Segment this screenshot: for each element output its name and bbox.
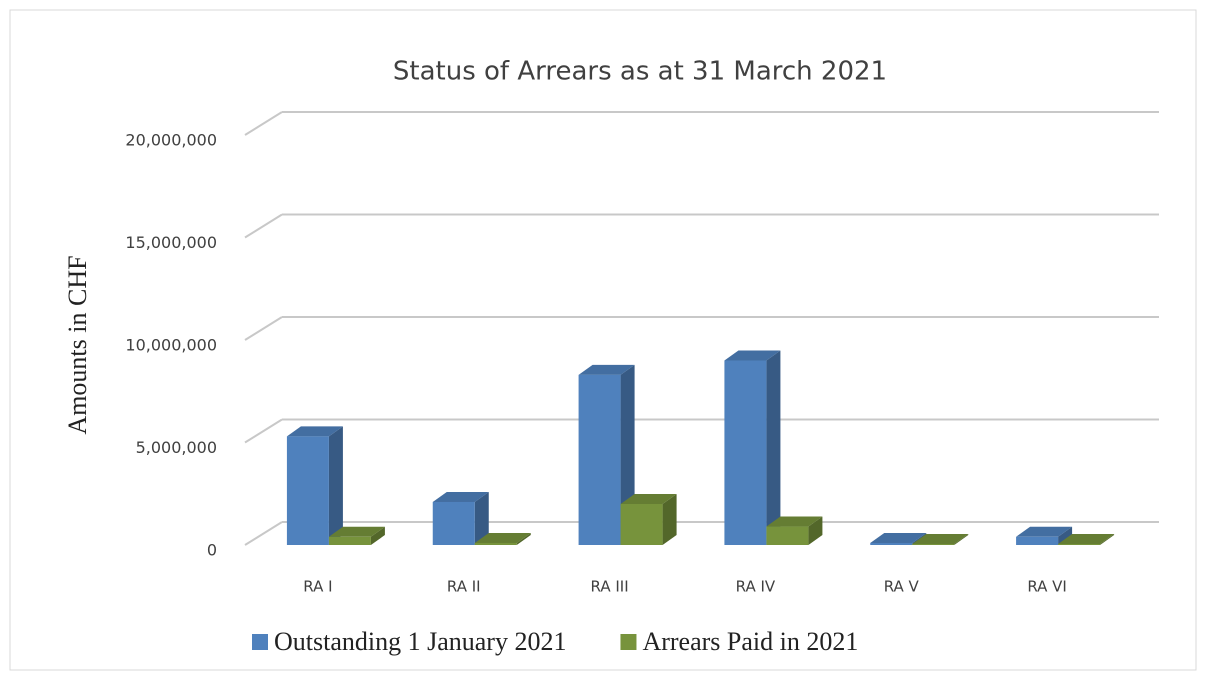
x-tick-label: RA III <box>591 578 629 596</box>
x-tick-label: RA IV <box>736 578 776 596</box>
bar-side <box>328 426 343 545</box>
y-tick-label: 0 <box>207 541 217 560</box>
bar-top <box>328 526 385 537</box>
bar <box>328 536 371 545</box>
bar-side <box>954 533 969 545</box>
bar-top <box>286 426 343 437</box>
bar-side <box>1058 526 1073 545</box>
bar <box>912 543 955 545</box>
x-tick-label: RA V <box>884 578 920 596</box>
bar-top <box>578 364 635 375</box>
bar-top <box>1016 526 1073 537</box>
grid-line-side <box>244 111 283 136</box>
bar <box>578 374 621 545</box>
bar-side <box>1100 533 1115 545</box>
bar-side <box>370 526 385 545</box>
y-tick-label: 5,000,000 <box>136 438 217 457</box>
bar <box>724 360 767 545</box>
bar <box>286 436 329 545</box>
y-tick-label: 15,000,000 <box>125 233 217 252</box>
legend-swatch <box>620 634 637 650</box>
bar-top <box>870 532 927 543</box>
grid-line-side <box>244 316 283 341</box>
bar-top <box>766 516 823 527</box>
legend-label: Outstanding 1 January 2021 <box>274 627 566 656</box>
legend-swatch <box>252 634 268 650</box>
grid-line-side <box>244 418 283 444</box>
bar-top <box>474 532 531 543</box>
x-tick-label: RA I <box>303 578 332 596</box>
bar-top <box>912 533 969 544</box>
bar <box>432 501 475 545</box>
chart-title: Status of Arrears as at 31 March 2021 <box>393 57 887 87</box>
bar-top <box>432 491 489 502</box>
legend-label: Arrears Paid in 2021 <box>642 627 858 656</box>
bar <box>766 526 809 545</box>
y-tick-label: 10,000,000 <box>125 336 217 355</box>
grid-line-side <box>244 521 283 546</box>
y-tick-label: 20,000,000 <box>125 131 217 150</box>
bar-top <box>1058 533 1115 544</box>
bar <box>474 542 517 545</box>
bar-side <box>662 494 677 545</box>
bar <box>1058 543 1101 545</box>
bar-side <box>474 491 489 545</box>
bar <box>620 504 663 545</box>
bar <box>870 542 913 545</box>
y-axis-label: Amounts in CHF <box>63 255 92 434</box>
grid-line-side <box>244 213 283 239</box>
chart-frame <box>9 9 1197 671</box>
x-tick-label: RA VI <box>1027 578 1067 596</box>
x-tick-label: RA II <box>447 578 481 596</box>
bar-top <box>724 350 781 361</box>
bar-side <box>516 532 531 545</box>
bar-top <box>620 494 677 504</box>
bar <box>1016 536 1059 545</box>
bar-side <box>766 350 781 545</box>
bar-side <box>808 516 823 545</box>
